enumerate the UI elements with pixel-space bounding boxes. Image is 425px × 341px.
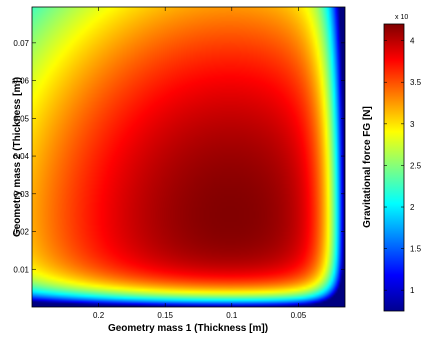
y-tick-label-3: 0.04 [13, 152, 29, 161]
colorbar-tick-label-4: 2 [410, 203, 415, 212]
y-tick-label-0: 0.07 [13, 39, 29, 48]
colorbar-tick-label-5: 1.5 [410, 245, 422, 254]
x-tick-label-3: 0.05 [291, 311, 307, 320]
colorbar-tick-label-3: 2.5 [410, 161, 422, 170]
x-axis-label: Geometry mass 1 (Thickness [m]) [108, 323, 268, 334]
x-tick-label-2: 0.1 [226, 311, 238, 320]
colorbar: 4 3.5 3 2.5 2 1.5 1 x 10 [383, 14, 422, 312]
y-tick-label-6: 0.01 [13, 265, 29, 274]
heatmap-plot: 0.2 0.15 0.1 0.05 0.070.060.050.040.030.020… [13, 6, 346, 320]
colorbar-tick-label-0: 4 [410, 37, 415, 46]
y-axis-ticks: 0.07 0.06 0.05 0.04 0.03 0.02 0.01 [13, 39, 345, 274]
colorbar-gradient [383, 23, 405, 312]
plot-frame [31, 6, 346, 308]
x-tick-label-0: 0.2 [93, 311, 105, 320]
colorbar-exponent: x 10 [395, 14, 408, 21]
y-tick-label-5: 0.02 [13, 228, 29, 237]
y-tick-label-2: 0.05 [13, 114, 29, 123]
y-tick-label-4: 0.03 [13, 190, 29, 199]
colorbar-ticks: 4 3.5 3 2.5 2 1.5 1 [384, 37, 422, 295]
colorbar-label: Gravitational force FG [N] [362, 106, 373, 228]
colorbar-tick-label-2: 3 [410, 120, 415, 129]
colorbar-tick-label-6: 1 [410, 286, 415, 295]
y-tick-label-1: 0.06 [13, 77, 29, 86]
x-tick-label-1: 0.15 [157, 311, 173, 320]
x-axis-ticks: 0.2 0.15 0.1 0.05 [93, 7, 307, 320]
heatmap-surface [32, 7, 345, 307]
y-axis-label: Geometry mass 2 (Thickness [m]) [12, 77, 23, 237]
colorbar-tick-label-1: 3.5 [410, 78, 422, 87]
